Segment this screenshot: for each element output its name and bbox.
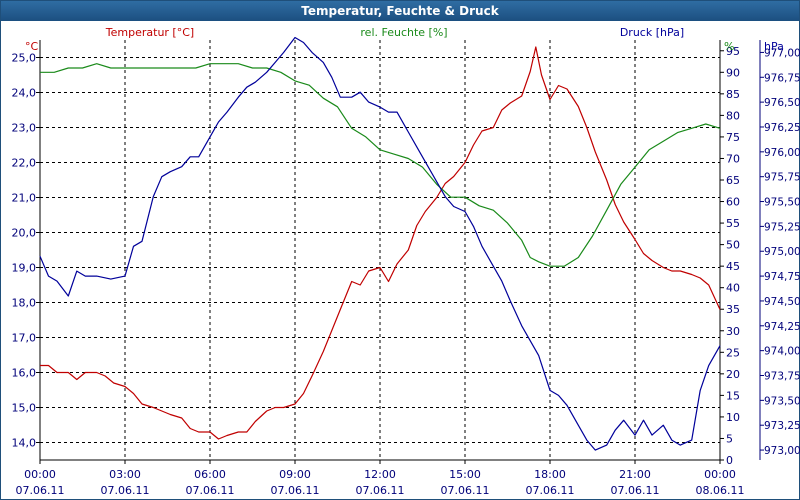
- pressure-tick-label: 976,00: [764, 147, 800, 159]
- temp-tick-label: 16,0: [12, 367, 37, 380]
- pressure-tick-label: 974,75: [764, 271, 800, 283]
- pressure-tick-label: 974,50: [764, 296, 800, 308]
- x-tick-date: 07.06.11: [101, 484, 150, 497]
- humidity-tick-label: 95: [726, 45, 740, 58]
- humidity-tick-label: 60: [726, 196, 740, 209]
- x-tick-date: 07.06.11: [526, 484, 575, 497]
- x-tick-time: 00:00: [704, 468, 736, 481]
- temp-tick-label: 21,0: [12, 192, 37, 205]
- pressure-tick-label: 975,00: [764, 246, 800, 258]
- humidity-tick-label: 50: [726, 239, 740, 252]
- series-lines: [39, 36, 721, 451]
- pressure-tick-label: 974,25: [764, 321, 800, 333]
- temp-tick-label: 24,0: [12, 87, 37, 100]
- humidity-tick-label: 65: [726, 174, 740, 187]
- pressure-tick-label: 975,25: [764, 221, 800, 233]
- x-tick-time: 03:00: [109, 468, 141, 481]
- humidity-tick-label: 25: [726, 346, 740, 359]
- x-tick-date: 07.06.11: [186, 484, 235, 497]
- temp-tick-label: 23,0: [12, 122, 37, 135]
- humidity-line: [40, 63, 721, 267]
- humidity-tick-label: 40: [726, 282, 740, 295]
- humidity-tick-label: 10: [726, 411, 740, 424]
- temp-tick-label: 17,0: [12, 332, 37, 345]
- pressure-tick-label: 976,25: [764, 122, 800, 134]
- x-tick-date: 07.06.11: [356, 484, 405, 497]
- x-tick-date: 08.06.11: [696, 484, 745, 497]
- humidity-tick-label: 35: [726, 303, 740, 316]
- temp-unit: °C: [25, 40, 39, 53]
- axis-labels: 14,0 15,0 16,0 17,0 18,0 19,0 20,0 21,0 22,0 23,0…: [12, 26, 800, 497]
- x-tick-date: 07.06.11: [16, 484, 65, 497]
- x-tick-time: 00:00: [24, 468, 56, 481]
- humidity-tick-label: 30: [726, 325, 740, 338]
- pressure-tick-label: 973,50: [764, 395, 800, 407]
- pressure-tick-label: 973,75: [764, 371, 800, 383]
- pressure-line: [39, 36, 721, 451]
- pressure-unit: hPa: [764, 40, 784, 53]
- humidity-tick-label: 85: [726, 88, 740, 101]
- pressure-tick-label: 973,00: [764, 445, 800, 457]
- temp-tick-label: 19,0: [12, 262, 37, 275]
- humidity-tick-label: 20: [726, 368, 740, 381]
- x-tick-time: 09:00: [279, 468, 311, 481]
- grid: [40, 40, 720, 460]
- humidity-tick-label: 80: [726, 109, 740, 122]
- temp-tick-label: 25,0: [12, 52, 37, 65]
- pressure-tick-label: 973,25: [764, 420, 800, 432]
- x-tick-time: 21:00: [619, 468, 651, 481]
- humidity-tick-label: 45: [726, 260, 740, 273]
- temp-tick-label: 22,0: [12, 157, 37, 170]
- humidity-tick-label: 55: [726, 217, 740, 230]
- humidity-unit: %: [724, 40, 734, 53]
- chart-title: Temperatur, Feuchte & Druck: [1, 1, 799, 21]
- temperature-line: [40, 46, 721, 440]
- pressure-tick-label: 977,00: [764, 47, 800, 59]
- humidity-tick-label: 75: [726, 131, 740, 144]
- pressure-axis-title: Druck [hPa]: [620, 26, 684, 39]
- x-tick-time: 15:00: [449, 468, 481, 481]
- x-tick-date: 07.06.11: [611, 484, 660, 497]
- x-tick-time: 06:00: [194, 468, 226, 481]
- pressure-tick-label: 976,50: [764, 97, 800, 109]
- pressure-tick-label: 976,75: [764, 72, 800, 84]
- humidity-axis-title: rel. Feuchte [%]: [360, 26, 447, 39]
- humidity-tick-label: 0: [726, 454, 733, 467]
- temp-tick-label: 18,0: [12, 297, 37, 310]
- axes: [36, 40, 764, 464]
- x-tick-date: 07.06.11: [441, 484, 490, 497]
- temp-tick-label: 15,0: [12, 402, 37, 415]
- x-tick-time: 18:00: [534, 468, 566, 481]
- temp-tick-label: 14,0: [12, 437, 37, 450]
- x-tick-time: 12:00: [364, 468, 396, 481]
- temp-tick-label: 20,0: [12, 227, 37, 240]
- humidity-tick-label: 5: [726, 432, 733, 445]
- humidity-tick-label: 90: [726, 66, 740, 79]
- temp-axis-title: Temperatur [°C]: [105, 26, 194, 39]
- pressure-tick-label: 975,75: [764, 172, 800, 184]
- humidity-tick-label: 15: [726, 389, 740, 402]
- humidity-tick-label: 70: [726, 152, 740, 165]
- x-tick-date: 07.06.11: [271, 484, 320, 497]
- pressure-tick-label: 975,50: [764, 197, 800, 209]
- pressure-tick-label: 974,00: [764, 346, 800, 358]
